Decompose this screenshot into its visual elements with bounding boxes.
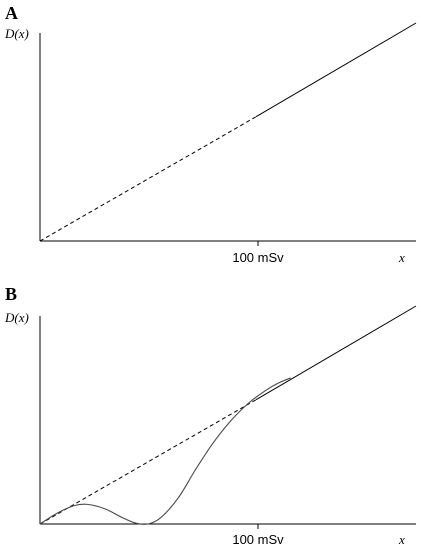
panel-a-series bbox=[39, 22, 417, 242]
panel-b: B D(x) x 100 mSv bbox=[4, 284, 417, 547]
panel-a-extrapolated-line bbox=[39, 116, 257, 242]
panel-a-ylabel: D(x) bbox=[4, 26, 29, 41]
panel-b-series bbox=[39, 305, 417, 525]
panel-b-observed-line bbox=[255, 305, 417, 401]
panel-b-xlabel: x bbox=[398, 532, 405, 547]
panel-a-label: A bbox=[5, 3, 18, 23]
panel-b-x-tick-label: 100 mSv bbox=[232, 532, 284, 547]
panel-a-xlabel: x bbox=[398, 250, 405, 265]
panel-a-x-tick-label: 100 mSv bbox=[232, 250, 284, 265]
panel-b-extrapolated-line bbox=[39, 399, 257, 525]
panel-b-label: B bbox=[5, 284, 17, 304]
panel-b-threshold-curve bbox=[39, 377, 291, 525]
panel-b-ylabel: D(x) bbox=[4, 310, 29, 325]
panel-a: A D(x) x 100 mSv bbox=[4, 3, 417, 265]
panel-a-observed-line bbox=[255, 22, 417, 118]
